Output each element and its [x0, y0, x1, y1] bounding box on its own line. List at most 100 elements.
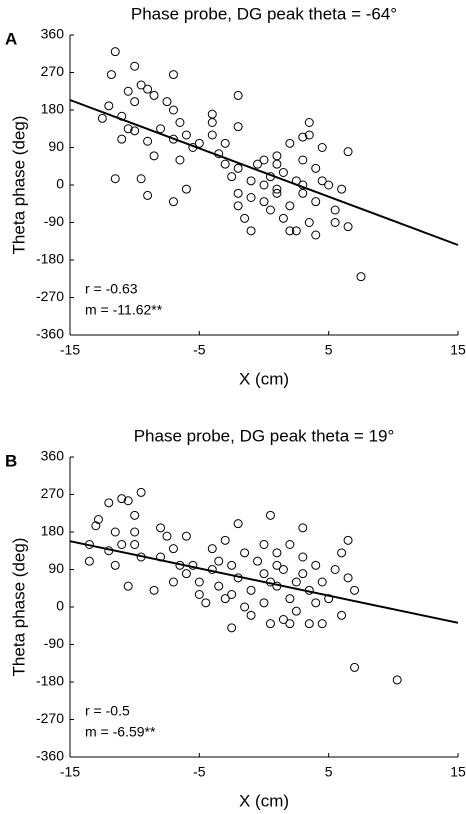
point: [343, 573, 353, 583]
point: [207, 109, 217, 119]
point: [123, 124, 133, 134]
y-tick-label: 360: [41, 26, 65, 42]
y-axis-label: Theta phase (deg): [9, 116, 28, 255]
y-tick-label: 360: [41, 448, 65, 464]
point: [259, 155, 269, 165]
point: [330, 205, 340, 215]
point: [304, 130, 314, 140]
chart-title: Phase probe, DG peak theta = -64°: [131, 4, 397, 23]
point: [285, 619, 295, 629]
point: [106, 70, 116, 80]
point: [136, 487, 146, 497]
point: [285, 594, 295, 604]
point: [317, 143, 327, 152]
y-tick-label: 0: [56, 176, 64, 192]
y-tick-label: 180: [41, 101, 65, 117]
point: [278, 213, 288, 223]
point: [149, 90, 159, 100]
x-tick-label: 5: [325, 764, 333, 780]
point: [97, 113, 107, 123]
fit-line: [69, 99, 459, 246]
point: [227, 590, 237, 599]
y-tick-label: -360: [36, 748, 64, 764]
point: [136, 174, 146, 184]
point: [311, 163, 321, 173]
point: [104, 101, 114, 111]
point: [259, 540, 269, 549]
point: [130, 510, 140, 520]
annotation: r = -0.5: [85, 703, 130, 719]
point: [356, 272, 366, 282]
y-tick-label: -360: [36, 326, 64, 342]
point: [130, 97, 140, 107]
point: [272, 151, 282, 161]
x-tick-label: -15: [60, 764, 80, 780]
point: [110, 560, 120, 570]
point: [298, 188, 308, 198]
y-tick-label: -90: [44, 635, 64, 651]
point: [246, 610, 256, 620]
point: [227, 560, 237, 570]
point: [110, 47, 120, 57]
point: [246, 585, 256, 595]
point: [259, 180, 269, 190]
point: [136, 80, 146, 90]
y-tick-label: -90: [44, 213, 64, 229]
point: [143, 84, 153, 94]
point: [207, 544, 217, 554]
y-tick-label: -180: [36, 673, 64, 689]
point: [253, 159, 263, 169]
point: [291, 226, 301, 236]
x-tick-label: 5: [325, 342, 333, 358]
point: [104, 498, 114, 508]
y-tick-label: -270: [36, 710, 64, 726]
point: [117, 494, 127, 504]
point: [175, 118, 185, 127]
point: [110, 527, 120, 537]
point: [291, 606, 301, 616]
point: [304, 218, 314, 227]
point: [181, 184, 191, 194]
x-tick-label: -15: [60, 342, 80, 358]
point: [207, 130, 217, 140]
point: [201, 598, 211, 608]
point: [214, 556, 224, 566]
point: [298, 552, 308, 562]
chart-title: Phase probe, DG peak theta = 19°: [134, 426, 395, 445]
point: [285, 226, 295, 236]
point: [259, 598, 269, 608]
point: [285, 138, 295, 148]
annotation: m = -6.59**: [85, 724, 156, 740]
point: [278, 168, 288, 177]
point: [233, 122, 243, 132]
point: [272, 188, 282, 198]
point: [233, 201, 243, 211]
x-tick-label: -5: [193, 342, 206, 358]
point: [259, 197, 269, 207]
point: [240, 548, 250, 558]
point: [207, 118, 217, 127]
point: [392, 675, 402, 685]
y-tick-label: 270: [41, 63, 65, 79]
point: [168, 577, 178, 587]
point: [91, 521, 101, 531]
x-tick-label: 15: [450, 342, 466, 358]
point: [149, 151, 159, 161]
point: [337, 610, 347, 620]
point: [233, 163, 243, 173]
point: [311, 197, 321, 207]
point: [227, 623, 237, 633]
point: [227, 172, 237, 182]
point: [168, 70, 178, 80]
point: [259, 569, 269, 579]
x-tick-label: 15: [450, 764, 466, 780]
point: [130, 527, 140, 537]
point: [311, 598, 321, 608]
x-tick-label: -5: [193, 764, 206, 780]
point: [233, 90, 243, 100]
y-axis-label: Theta phase (deg): [9, 538, 28, 677]
point: [317, 176, 327, 186]
point: [143, 136, 153, 146]
point: [168, 544, 178, 554]
